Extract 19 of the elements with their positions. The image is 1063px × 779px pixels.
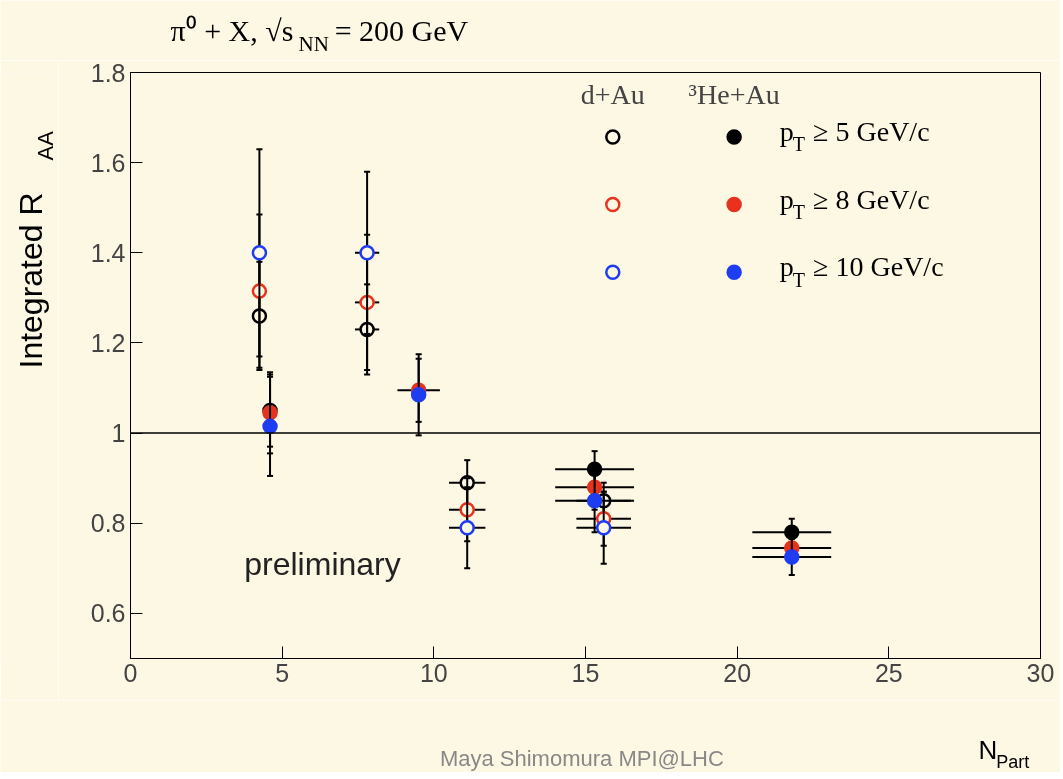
y-tick-label: 1.2 bbox=[90, 328, 126, 357]
x-tick-label: 25 bbox=[874, 658, 903, 687]
y-tick-label: 1 bbox=[111, 419, 126, 448]
y-tick-label: 0.6 bbox=[90, 599, 126, 628]
y-tick-label: 1.6 bbox=[90, 148, 126, 177]
x-tick-label: 0 bbox=[123, 658, 138, 687]
text: Maya Shimomura MPI@LHC bbox=[439, 745, 724, 771]
x-tick-label: 20 bbox=[723, 658, 752, 687]
annotation: d+Au bbox=[580, 78, 645, 110]
annotation: ³He+Au bbox=[688, 78, 780, 110]
y-tick-label: 1.8 bbox=[90, 58, 126, 87]
x-tick-label: 5 bbox=[275, 658, 290, 687]
y-tick-label: 1.4 bbox=[90, 238, 126, 267]
x-tick-label: 10 bbox=[419, 658, 448, 687]
y-tick-label: 0.8 bbox=[90, 509, 126, 538]
annotation: preliminary bbox=[244, 545, 401, 582]
y-axis-title: Integrated RAA bbox=[12, 130, 59, 369]
x-tick-label: 15 bbox=[571, 658, 600, 687]
x-tick-label: 30 bbox=[1026, 658, 1055, 687]
